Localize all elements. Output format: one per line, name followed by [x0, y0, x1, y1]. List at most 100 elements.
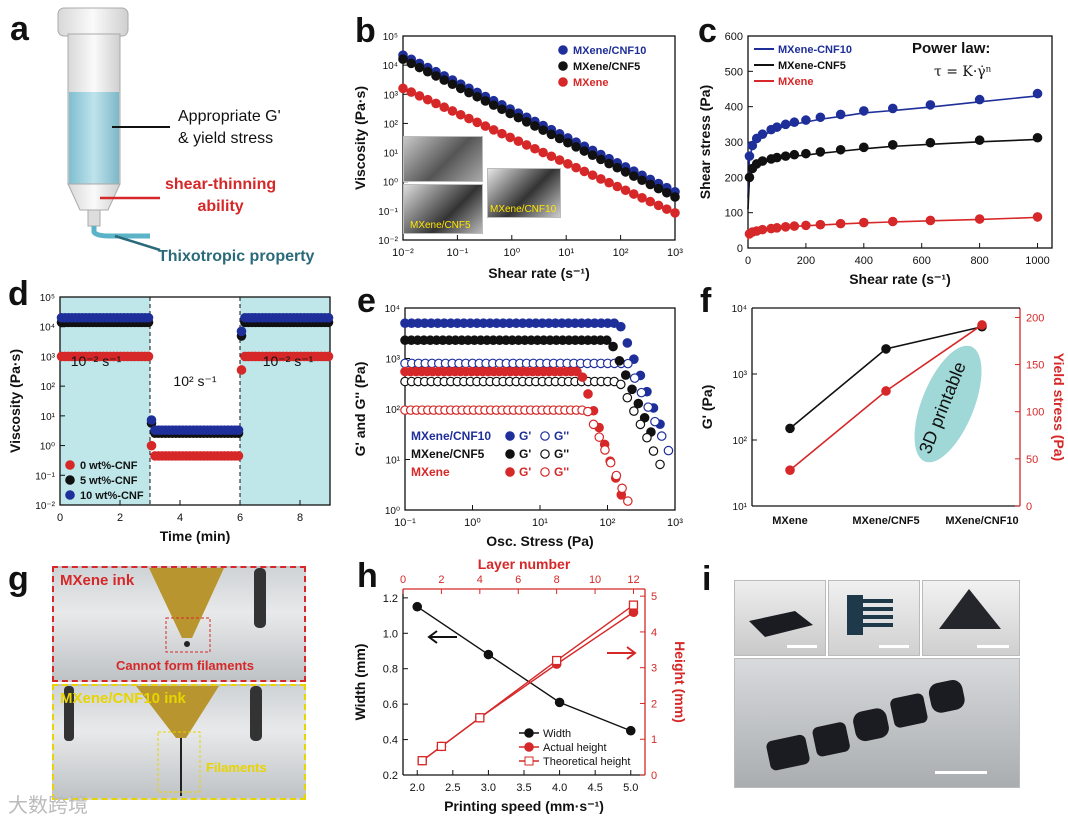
x-tick-label-c: 0: [745, 255, 751, 267]
y-tick-label-f: 10¹: [733, 502, 748, 513]
scalebar-1: [787, 645, 817, 648]
point-c-1: [887, 140, 898, 150]
legend-marker-b-0: [558, 45, 568, 55]
power-law-title: Power law:: [912, 40, 991, 57]
point-b-1: [431, 71, 441, 81]
point-b-2: [455, 109, 466, 120]
y-tick-label-f: 10³: [733, 370, 748, 381]
x2-tick-label-h: 2: [438, 574, 444, 586]
x-axis-label-e: Osc. Stress (Pa): [486, 533, 593, 549]
scalebar-3: [977, 645, 1009, 648]
point-f-0: [881, 344, 891, 354]
point-b-2: [637, 193, 647, 203]
point-b-1: [530, 121, 540, 131]
line-h-1: [421, 611, 634, 762]
point-b-2: [521, 140, 532, 150]
y-tick-label-b: 10⁻²: [378, 236, 398, 247]
point-b-1: [439, 75, 450, 85]
panel-h: h 2.0 2.5 3.0 3.5 4.0 4.5 5.0 0.2 0.4 0.6 0.8 1.0 1.…: [345, 555, 690, 822]
filaments-caption: Filaments: [206, 760, 267, 775]
y2-axis-label-f: Yield stress (Pa): [1051, 353, 1067, 461]
nozzle-icon-bottom: [64, 686, 262, 796]
y-tick-label-b: 10⁴: [383, 61, 398, 72]
point-b-1: [620, 167, 631, 177]
legend-label-e-0: MXene/CNF10: [411, 429, 491, 443]
y2-tick-label-f: 100: [1026, 407, 1044, 419]
legend-label-c-1: MXene-CNF5: [778, 60, 846, 72]
legend-g1-e-1: G': [519, 447, 531, 461]
y-tick-label-d: 10⁰: [40, 442, 55, 453]
y-tick-label-b: 10⁵: [383, 32, 398, 43]
point-b-1: [653, 183, 664, 194]
y-axis-label-f: G' (Pa): [699, 385, 715, 430]
point-b-2: [505, 132, 515, 143]
point-d-2: [233, 425, 244, 435]
legend-g2-e-0: G'': [554, 429, 569, 443]
y-tick-label-e: 10²: [386, 405, 401, 416]
point-b-2: [472, 117, 482, 128]
y-tick-label-d: 10²: [41, 382, 56, 393]
point-h-2: [552, 655, 562, 666]
point-b-2: [563, 159, 573, 169]
point-b-2: [480, 121, 491, 131]
y-tick-label-h: 0.2: [383, 770, 398, 782]
point-c-0: [1032, 88, 1043, 99]
point-b-2: [604, 177, 614, 188]
background-low-rate-2: [240, 297, 330, 505]
x-tick-label-d: 8: [297, 512, 303, 524]
legend-marker-d-1: [65, 475, 75, 485]
point-c-2: [974, 214, 985, 224]
x-tick-label-c: 800: [970, 255, 988, 267]
legend-label-h-1: Actual height: [543, 742, 607, 754]
point-c-1: [925, 137, 936, 148]
point-e-5: [600, 445, 610, 455]
legend-marker-d-2: [65, 490, 75, 500]
point-e-3: [615, 379, 626, 390]
point-d-0: [233, 451, 244, 461]
point-b-1: [505, 108, 515, 119]
point-h-2: [436, 741, 447, 752]
x2-tick-label-h: 6: [515, 574, 521, 586]
point-e-3: [642, 432, 652, 443]
x-tick-label-c: 1000: [1025, 255, 1049, 267]
y2-tick-label-h: 1: [651, 734, 657, 746]
point-b-2: [488, 125, 499, 135]
point-b-1: [670, 192, 680, 202]
x2-tick-label-h: 12: [627, 574, 639, 586]
y-tick-label-b: 10⁻¹: [378, 207, 398, 218]
point-e-4: [572, 366, 582, 377]
point-b-1: [661, 187, 672, 198]
y-tick-label-b: 10²: [384, 119, 399, 130]
point-b-1: [645, 179, 656, 190]
y-tick-label-d: 10¹: [41, 412, 56, 423]
point-e-5: [623, 496, 633, 506]
point-c-2: [925, 215, 936, 226]
point-c-2: [801, 220, 811, 231]
y2-tick-label-f: 50: [1026, 454, 1038, 466]
fit-line-c-1: [747, 138, 1038, 210]
legend-label-d-2: 10 wt%-CNF: [80, 490, 144, 502]
x-tick-label-c: 600: [913, 255, 931, 267]
point-c-2: [757, 224, 768, 235]
legend-g2-e-1: G'': [554, 447, 569, 461]
pyramid-object-icon: [939, 589, 1001, 629]
panel-label-c: c: [698, 12, 717, 50]
point-c-0: [780, 119, 791, 130]
point-c-2: [887, 216, 898, 227]
panel-label-d: d: [8, 275, 29, 313]
legend-marker-e-2: [505, 467, 515, 477]
point-c-2: [789, 221, 800, 231]
point-h-0: [483, 649, 494, 660]
thixotropic-label: Thixotropic property: [158, 248, 315, 265]
point-c-2: [772, 223, 782, 233]
point-e-5: [617, 483, 627, 494]
point-e-2: [639, 412, 650, 423]
point-b-1: [447, 79, 458, 90]
panel-label-a: a: [10, 10, 29, 48]
legend-label-h-0: Width: [543, 728, 571, 740]
point-b-1: [546, 129, 557, 140]
point-b-2: [645, 196, 656, 207]
legend-marker-h-2: [524, 756, 534, 766]
point-b-1: [612, 162, 623, 173]
point-b-1: [480, 96, 491, 106]
